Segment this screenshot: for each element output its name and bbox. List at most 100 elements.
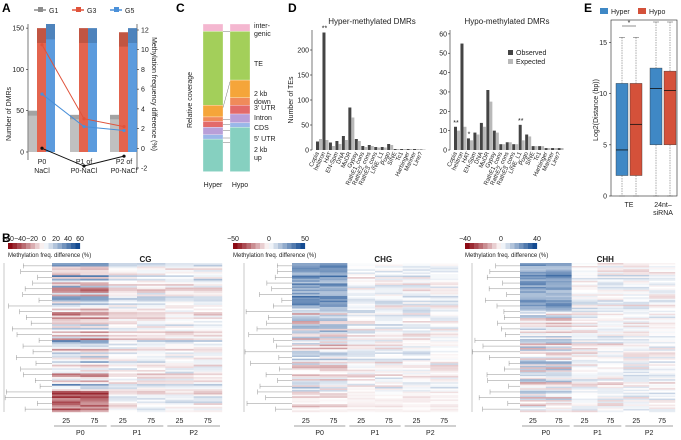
b-cell (545, 301, 572, 304)
b-cell (52, 376, 81, 379)
b-cell (520, 312, 547, 314)
b-cell (80, 366, 109, 369)
b-cell (649, 398, 676, 401)
d-te-name-16: Line? (413, 151, 425, 167)
b-cell (80, 376, 109, 379)
b-cell (80, 264, 109, 267)
b-cell (623, 276, 650, 279)
b-cell (347, 399, 376, 402)
b-cell (137, 275, 166, 278)
d-ytick-label: 50 (301, 123, 309, 130)
b-cell (545, 340, 572, 343)
d-bar-observed-4 (341, 136, 345, 150)
b-cell (319, 327, 348, 330)
e-legend-hypo-swatch (638, 8, 646, 14)
b-cell (193, 320, 223, 323)
b-cell (571, 301, 598, 304)
b-cell (402, 399, 431, 402)
d-te-name-4: DNA (474, 151, 485, 165)
b-cell (430, 289, 459, 292)
b-cell (571, 409, 598, 411)
bar-cap-G1-2 (110, 114, 119, 120)
b-cell (545, 403, 572, 405)
b-cell (545, 285, 572, 288)
b-cell (430, 311, 459, 314)
b-cell (623, 306, 650, 308)
b-cell (292, 278, 320, 281)
b-cell (571, 306, 598, 308)
b-cell (623, 407, 650, 410)
b-cell (52, 319, 81, 322)
b-cell (402, 308, 431, 311)
b-cell (292, 377, 320, 380)
b-cell (347, 327, 376, 330)
b-cell (108, 406, 138, 409)
b-cell (402, 263, 431, 265)
b-cell (108, 277, 138, 279)
b-cell (649, 352, 676, 355)
b-cell (545, 371, 572, 374)
b-cell (137, 378, 166, 381)
b-cell (430, 396, 459, 399)
b-cell (52, 329, 81, 332)
d-bar-observed-6 (354, 139, 358, 150)
b-cell (347, 332, 376, 334)
b-cell (597, 298, 624, 301)
d-legend-observed-swatch (508, 50, 513, 55)
b-cell (520, 265, 547, 268)
b-cell (292, 372, 320, 375)
b-cell (649, 407, 676, 410)
b-cell (165, 294, 194, 297)
b-cell (52, 362, 81, 365)
b-cell (520, 271, 547, 274)
b-cell (520, 319, 547, 322)
b-cell (597, 334, 624, 337)
b-cell (623, 264, 650, 267)
d-bar-expected-9 (515, 144, 519, 150)
b-cell (402, 405, 431, 408)
b-cell (623, 288, 650, 291)
b-cell (649, 279, 676, 282)
b-cell (571, 403, 598, 405)
b-cell (623, 409, 650, 411)
b-cell (520, 341, 547, 344)
b-cell (319, 277, 348, 279)
b-cell (430, 330, 459, 333)
b-cell (193, 371, 223, 374)
b-cell (375, 294, 403, 297)
category-label-2: down (254, 99, 271, 106)
b-cell (193, 368, 223, 371)
b-cell (292, 294, 320, 297)
b-cell (545, 327, 572, 329)
b-cell (165, 310, 194, 313)
b-cell (137, 343, 166, 346)
b-cell (597, 356, 624, 359)
b-cell (545, 310, 572, 313)
b-cell (347, 368, 376, 370)
b-cell (292, 289, 320, 292)
b-cell (597, 362, 624, 365)
b-cell (545, 331, 572, 334)
b-cell (108, 331, 138, 334)
b-cell (571, 352, 598, 355)
b-cell (347, 321, 376, 323)
b-cell (430, 264, 459, 267)
b-cell (571, 307, 598, 310)
b-cell (430, 294, 459, 297)
b-cell (137, 310, 166, 313)
b-cell (649, 312, 676, 314)
b-cell (545, 374, 572, 377)
b-cell (193, 329, 223, 332)
d-bar-expected-14 (409, 149, 413, 150)
b-cell (347, 374, 376, 377)
b-cell (319, 342, 348, 345)
b-cell (137, 278, 166, 281)
bar-cap-G1-1 (70, 114, 79, 120)
b-cell (402, 284, 431, 287)
b-cell (319, 273, 348, 276)
b-cell (597, 337, 624, 340)
b-cell (319, 405, 348, 408)
b-cell (597, 294, 624, 296)
b-cell (375, 382, 403, 384)
b-cell (545, 325, 572, 328)
